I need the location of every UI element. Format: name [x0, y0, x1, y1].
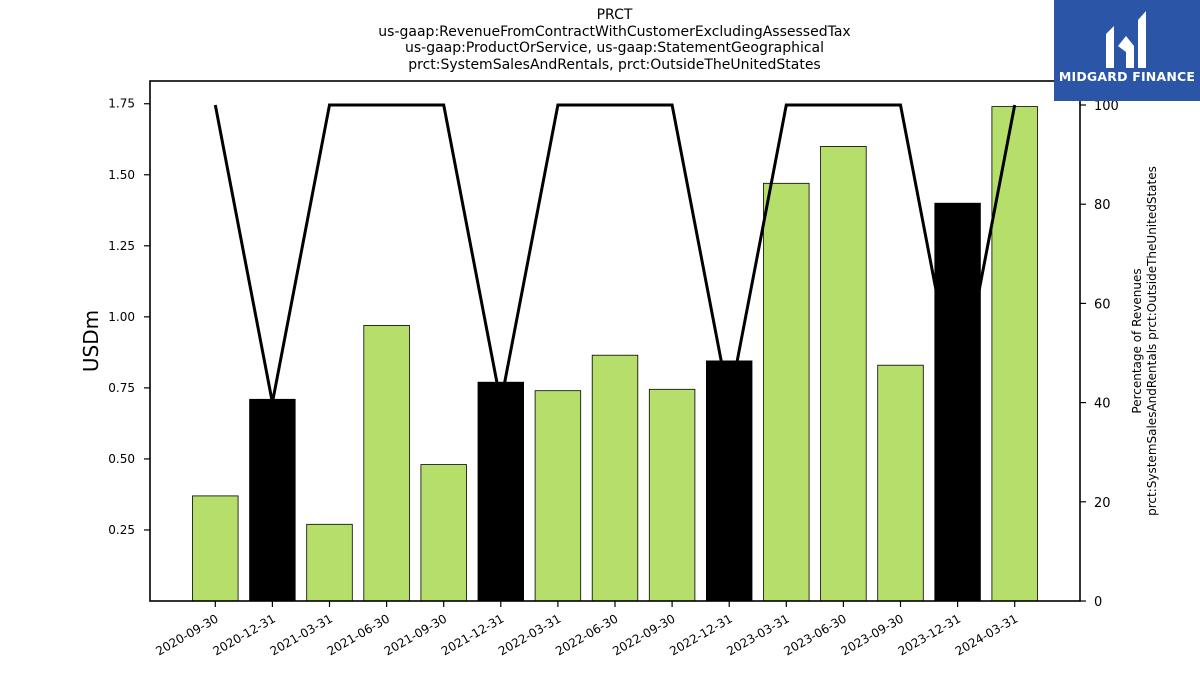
bar-2023-03-31 — [763, 182, 810, 602]
secondary-y-tick-label: 80 — [1094, 198, 1111, 213]
bar-2020-12-31 — [249, 398, 296, 602]
y-axis-label: USDm — [79, 310, 103, 372]
bar-series — [192, 106, 1038, 602]
x-tick-label: 2021-06-30 — [325, 611, 392, 658]
bar-2023-09-30 — [877, 364, 924, 602]
midgard-finance-logo: MIDGARD FINANCE — [1054, 0, 1200, 101]
secondary-y-tick-label: 60 — [1094, 297, 1111, 312]
midgard-m-logo-icon — [1106, 11, 1146, 68]
bar-2022-06-30 — [591, 354, 639, 602]
y-tick-label: 1.00 — [108, 310, 135, 324]
x-tick-label: 2023-09-30 — [839, 611, 906, 658]
y-tick-label: 0.75 — [108, 381, 135, 395]
x-tick-label: 2024-03-31 — [953, 611, 1020, 658]
chart-title-line-2: us-gaap:RevenueFromContractWithCustomerE… — [378, 24, 851, 40]
y-tick-label: 0.25 — [108, 523, 135, 537]
bar-2022-09-30 — [648, 388, 696, 602]
secondary-y-tick-label: 40 — [1094, 397, 1111, 412]
bar-2021-03-31 — [306, 523, 353, 602]
chart-title-line-1: PRCT — [596, 7, 633, 23]
bar-2020-09-30 — [192, 495, 239, 602]
chart-title-line-3: us-gaap:ProductOrService, us-gaap:Statem… — [404, 40, 825, 56]
x-tick-label: 2022-09-30 — [610, 611, 677, 658]
chart-title-line-4: prct:SystemSalesAndRentals, prct:Outside… — [408, 57, 821, 73]
logo-text: MIDGARD FINANCE — [1058, 69, 1196, 84]
x-tick-label: 2021-12-31 — [439, 611, 506, 658]
x-tick-label: 2020-12-31 — [210, 611, 277, 658]
percentage-line-series — [213, 103, 1017, 403]
secondary-y-tick-label: 0 — [1094, 595, 1102, 610]
bar-2022-03-31 — [534, 390, 582, 602]
bar-2021-09-30 — [420, 464, 467, 602]
percentage-line — [213, 103, 1017, 403]
x-tick-label: 2020-09-30 — [153, 611, 220, 658]
secondary-y-tick-label: 20 — [1094, 496, 1111, 511]
secondary-y-axis-label-line-2: prct:SystemSalesAndRentals prct:OutsideT… — [1145, 166, 1159, 516]
y-tick-label: 0.50 — [108, 452, 135, 466]
x-tick-label: 2022-12-31 — [667, 611, 734, 658]
x-tick-label: 2021-09-30 — [382, 611, 449, 658]
x-tick-label: 2021-03-31 — [268, 611, 335, 658]
y-tick-label: 1.75 — [108, 97, 135, 111]
x-tick-label: 2022-03-31 — [496, 611, 563, 658]
secondary-y-axis-label-line-1: Percentage of Revenues — [1130, 268, 1144, 413]
y-tick-label: 1.25 — [108, 239, 135, 253]
secondary-y-tick-label: 100 — [1094, 99, 1119, 114]
bar-2021-12-31 — [477, 381, 524, 602]
x-tick-label: 2023-12-31 — [896, 611, 963, 658]
bar-2023-06-30 — [820, 145, 867, 602]
x-tick-label: 2023-06-30 — [781, 611, 848, 658]
bar-2021-06-30 — [363, 324, 410, 602]
x-tick-label: 2023-03-31 — [724, 611, 791, 658]
x-tick-label: 2022-06-30 — [553, 611, 620, 658]
y-tick-label: 1.50 — [108, 168, 135, 182]
